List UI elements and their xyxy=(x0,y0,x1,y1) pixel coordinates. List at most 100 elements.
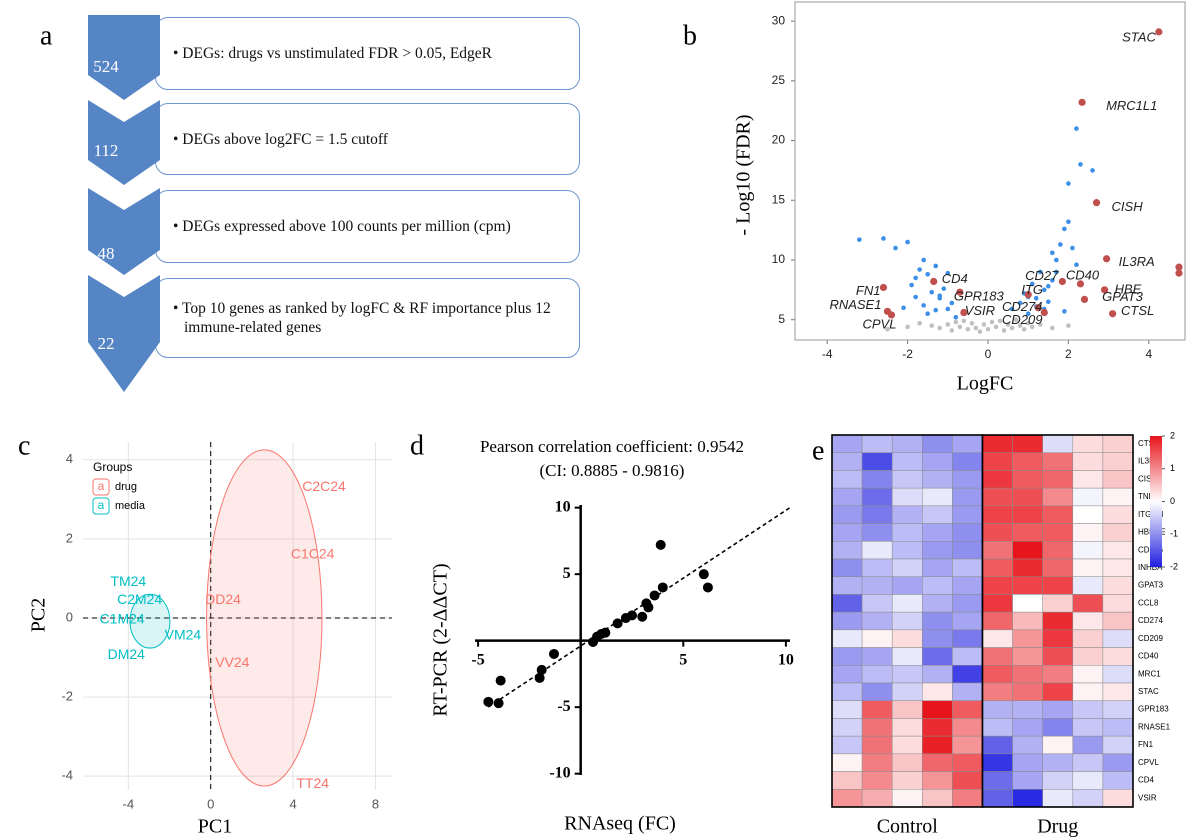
point xyxy=(1025,311,1031,317)
point xyxy=(1058,277,1066,286)
heat-cell xyxy=(1042,611,1074,631)
point xyxy=(1045,283,1051,289)
point xyxy=(981,322,987,327)
point xyxy=(965,326,971,332)
panel-label: e xyxy=(812,435,824,466)
y-tick-label: 15 xyxy=(772,192,786,206)
heat-cell xyxy=(1072,576,1104,595)
step-box: • DEGs above log2FC = 1.5 cutoff xyxy=(155,103,580,175)
point xyxy=(1054,257,1059,263)
heat-cell xyxy=(922,487,953,507)
chevron xyxy=(88,15,160,100)
heat-cell xyxy=(982,594,1013,613)
group-ellipse xyxy=(129,593,171,649)
point-label: TM24 xyxy=(110,573,146,589)
heat-cell xyxy=(1042,470,1074,489)
heat-cell xyxy=(922,647,953,666)
gene-label: CD40 xyxy=(1066,267,1100,282)
heat-cell xyxy=(1042,434,1074,453)
y-tick-label: 2 xyxy=(66,530,73,545)
point xyxy=(941,286,947,291)
heat-cell xyxy=(1012,594,1043,613)
heat-cell xyxy=(982,629,1013,648)
y-tick-label: 25 xyxy=(772,73,786,87)
heat-cell xyxy=(1102,558,1134,577)
heat-cell xyxy=(952,505,983,524)
heat-cell xyxy=(1042,771,1074,790)
gene-label: HBE xyxy=(1115,281,1142,296)
heat-cell xyxy=(922,576,953,595)
heat-cell xyxy=(1072,487,1104,507)
heat-cell xyxy=(982,718,1013,737)
point xyxy=(921,303,926,308)
point xyxy=(1080,295,1089,303)
heat-cell xyxy=(952,576,983,595)
point xyxy=(933,307,939,313)
point xyxy=(1045,299,1051,305)
heat-cell xyxy=(861,523,893,542)
point xyxy=(1050,325,1055,331)
point xyxy=(945,270,951,276)
heat-cell xyxy=(1042,487,1074,507)
point-label: VM24 xyxy=(165,626,202,642)
heat-cell xyxy=(1042,700,1074,719)
point xyxy=(929,289,935,295)
group-label: Control xyxy=(877,816,939,837)
point xyxy=(960,308,968,317)
heat-cell xyxy=(952,470,983,489)
row-label: STAC xyxy=(1138,687,1159,696)
heat-cell xyxy=(952,700,983,719)
point xyxy=(1025,320,1031,326)
point xyxy=(1029,324,1035,330)
heat-cell xyxy=(982,452,1013,471)
x-tick-label: 4 xyxy=(290,796,297,811)
row-label: CPVL xyxy=(1138,758,1159,767)
legend-title: Groups xyxy=(93,460,132,474)
point xyxy=(649,590,660,601)
point xyxy=(483,696,494,707)
y-tick-label: 5 xyxy=(778,312,785,326)
heat-cell xyxy=(891,665,923,684)
heat-cell xyxy=(1012,700,1043,719)
point xyxy=(881,236,886,241)
heat-cell xyxy=(952,718,983,737)
point xyxy=(549,648,560,659)
heat-cell xyxy=(982,771,1013,790)
point xyxy=(612,618,623,629)
x-tick-label: -4 xyxy=(822,347,833,361)
colorbar xyxy=(1150,436,1162,567)
point xyxy=(1155,28,1163,36)
heat-cell xyxy=(1042,682,1074,701)
heat-cell xyxy=(1072,789,1104,808)
point xyxy=(1066,219,1071,225)
heat-cell xyxy=(1012,665,1043,684)
point xyxy=(917,267,922,272)
x-axis-title: RNAseq (FC) xyxy=(564,813,676,835)
point xyxy=(1066,323,1071,328)
row-label: CD40 xyxy=(1138,652,1159,661)
chevrons xyxy=(88,15,160,392)
row-label: CD4 xyxy=(1138,776,1155,785)
heat-cell xyxy=(1042,629,1074,648)
heat-cell xyxy=(982,470,1013,489)
heat-cell xyxy=(1102,452,1134,471)
heat-cell xyxy=(891,434,923,453)
heat-cell xyxy=(891,505,923,524)
heat-cell xyxy=(891,541,923,560)
step-box: • Top 10 genes as ranked by logFC & RF i… xyxy=(155,278,580,358)
heat-cell xyxy=(1102,647,1134,666)
gene-label: ITG xyxy=(1021,282,1043,297)
heat-cell xyxy=(1072,470,1104,489)
heat-cell xyxy=(861,718,893,737)
heat-cell xyxy=(861,594,893,613)
point xyxy=(1102,255,1111,263)
heat-cell xyxy=(1012,682,1043,701)
heat-cell xyxy=(1042,558,1074,577)
heat-cell xyxy=(922,665,953,684)
point xyxy=(1013,317,1019,322)
point xyxy=(1070,245,1075,251)
point xyxy=(1078,98,1086,106)
point xyxy=(637,611,648,622)
heat-cell xyxy=(831,665,863,684)
chart-subtitle: (CI: 0.8885 - 0.9816) xyxy=(540,461,685,480)
